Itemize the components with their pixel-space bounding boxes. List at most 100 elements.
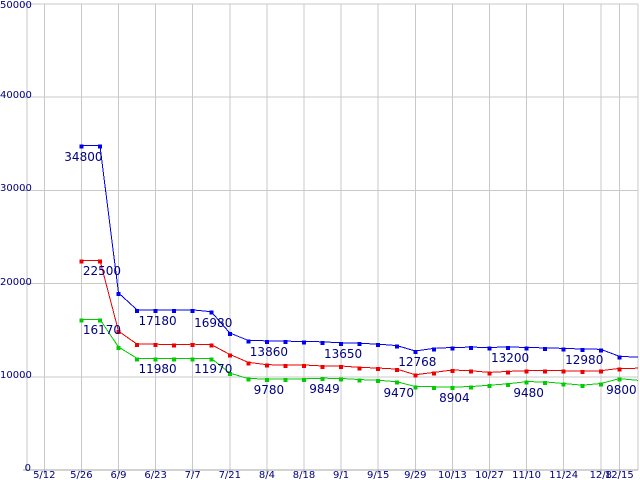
- data-marker-price-high: [524, 346, 529, 351]
- data-marker-price-high: [598, 348, 603, 353]
- data-marker-price-mid: [598, 369, 603, 374]
- point-label: 9849: [309, 382, 340, 397]
- data-marker-price-high: [209, 310, 214, 315]
- data-marker-price-high: [227, 331, 232, 336]
- data-marker-price-high: [172, 308, 177, 313]
- data-marker-price-high: [357, 342, 362, 347]
- x-tick-label: 6/23: [144, 470, 167, 480]
- x-tick-label: 6/9: [110, 470, 127, 480]
- data-marker-price-low: [357, 378, 362, 383]
- data-marker-price-low: [79, 318, 84, 323]
- x-tick-label: 5/26: [70, 470, 93, 480]
- data-marker-price-mid: [116, 330, 121, 335]
- data-marker-price-low: [172, 357, 177, 362]
- data-marker-price-low: [598, 382, 603, 387]
- data-marker-price-high: [97, 144, 102, 149]
- point-label: 13650: [324, 346, 363, 361]
- x-tick-label: 9/29: [404, 470, 427, 480]
- data-marker-price-high: [246, 339, 251, 344]
- data-marker-price-mid: [79, 259, 84, 264]
- data-marker-price-low: [617, 377, 622, 382]
- data-marker-price-low: [339, 377, 344, 382]
- data-marker-price-high: [116, 291, 121, 296]
- point-label: 17180: [138, 313, 177, 328]
- x-tick-label: 8/18: [292, 470, 316, 480]
- data-marker-price-mid: [450, 368, 455, 373]
- data-marker-price-low: [431, 385, 436, 390]
- data-marker-price-low: [376, 379, 381, 384]
- point-label: 12768: [398, 355, 437, 369]
- data-marker-price-low: [246, 377, 251, 382]
- data-marker-price-low: [302, 377, 306, 382]
- data-marker-price-high: [153, 308, 158, 313]
- point-label: 13200: [490, 350, 530, 365]
- y-tick-label: 20000: [0, 276, 32, 288]
- data-marker-price-low: [116, 345, 121, 350]
- point-label: 11980: [138, 362, 177, 377]
- x-tick-label: 11/10: [512, 470, 541, 480]
- point-label: 16170: [82, 323, 122, 338]
- data-marker-price-mid: [339, 364, 344, 369]
- data-marker-price-high: [450, 346, 455, 351]
- data-marker-price-mid: [97, 259, 102, 264]
- data-marker-price-low: [506, 382, 511, 387]
- point-label: 9470: [383, 385, 415, 400]
- data-marker-price-high: [580, 348, 585, 353]
- data-marker-price-mid: [135, 343, 140, 348]
- data-marker-price-mid: [543, 369, 548, 374]
- data-marker-price-low: [394, 380, 399, 385]
- x-tick-label: 8/4: [258, 470, 275, 480]
- data-marker-price-low: [283, 377, 288, 382]
- data-marker-price-mid: [394, 368, 399, 373]
- data-marker-price-mid: [320, 364, 325, 369]
- data-marker-price-low: [413, 385, 418, 390]
- data-marker-price-low: [543, 380, 548, 385]
- data-marker-price-low: [580, 384, 585, 389]
- data-marker-price-mid: [413, 373, 418, 378]
- data-marker-price-high: [283, 340, 288, 345]
- data-marker-price-mid: [487, 371, 492, 376]
- data-marker-price-mid: [227, 353, 232, 358]
- data-marker-price-low: [227, 372, 232, 377]
- x-tick-label: 5/12: [33, 470, 56, 480]
- point-label: 13860: [249, 344, 288, 359]
- data-marker-price-high: [431, 347, 436, 352]
- data-marker-price-low: [524, 380, 529, 385]
- x-tick-label: 12/15: [604, 470, 634, 480]
- data-marker-price-mid: [617, 367, 622, 372]
- data-marker-price-low: [487, 384, 492, 389]
- y-tick-label: 30000: [0, 183, 32, 195]
- data-marker-price-mid: [357, 366, 362, 371]
- data-marker-price-mid: [302, 363, 306, 368]
- point-label: 9480: [513, 385, 544, 400]
- data-marker-price-mid: [209, 343, 214, 348]
- data-marker-price-high: [394, 344, 399, 349]
- point-label: 16980: [194, 315, 233, 330]
- point-label: 11970: [194, 362, 233, 377]
- data-marker-price-high: [617, 355, 622, 360]
- x-tick-label: 10/27: [475, 470, 504, 480]
- data-marker-price-mid: [431, 371, 436, 376]
- y-tick-label: 50000: [0, 0, 32, 11]
- data-marker-price-high: [413, 350, 418, 355]
- y-tick-label: 0: [24, 463, 31, 474]
- data-marker-price-mid: [190, 343, 195, 348]
- point-label: 8904: [439, 391, 470, 405]
- data-marker-price-mid: [561, 369, 566, 374]
- data-marker-price-low: [153, 357, 158, 362]
- point-label: 12980: [565, 353, 604, 368]
- x-tick-label: 7/21: [218, 470, 242, 480]
- x-tick-label: 7/7: [184, 470, 201, 480]
- point-label: 9800: [606, 382, 637, 397]
- data-marker-price-high: [543, 346, 548, 351]
- data-marker-price-low: [561, 382, 566, 387]
- point-label: 34800: [64, 149, 103, 164]
- data-marker-price-high: [468, 346, 473, 351]
- data-marker-price-high: [79, 144, 84, 149]
- x-tick-label: 10/13: [437, 470, 467, 480]
- data-marker-price-mid: [283, 363, 288, 368]
- data-marker-price-mid: [506, 370, 511, 375]
- data-marker-price-mid: [524, 369, 529, 374]
